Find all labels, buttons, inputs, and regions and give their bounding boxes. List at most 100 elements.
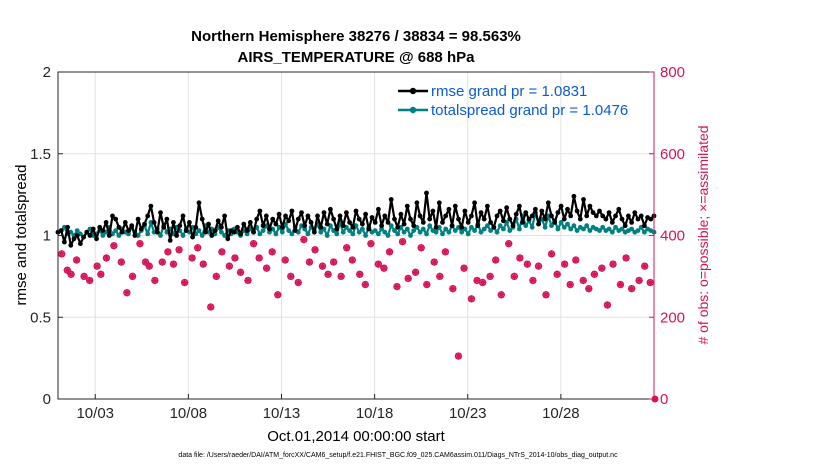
rmse-point	[545, 200, 551, 206]
y-tick-label: 0	[43, 391, 51, 408]
rmse-point	[584, 213, 590, 219]
totalspread-point	[180, 233, 186, 238]
totalspread-point	[584, 223, 590, 229]
rmse-point	[581, 197, 586, 202]
obs-assimilated-marker	[523, 260, 531, 268]
y-tick-label: 0.5	[30, 309, 51, 326]
rmse-point	[568, 213, 574, 219]
totalspread-point	[609, 229, 615, 235]
rmse-point	[292, 228, 298, 234]
x-tick-label: 10/18	[356, 405, 394, 422]
right-y-axis-ticks: 0 200 400 600 800	[649, 64, 685, 408]
rmse-point	[392, 216, 397, 222]
totalspread-point	[302, 226, 308, 232]
obs-assimilated-marker	[244, 276, 252, 285]
rmse-point	[411, 223, 417, 229]
rmse-point	[459, 224, 465, 230]
legend-totalspread-label: totalspread grand pr = 1.0476	[431, 102, 628, 119]
rmse-point	[113, 216, 119, 222]
rmse-point	[171, 220, 176, 225]
rmse-point	[632, 210, 638, 216]
obs-assimilated-marker	[287, 272, 295, 280]
totalspread-point	[488, 228, 493, 234]
rmse-point	[215, 218, 221, 224]
totalspread-point	[481, 226, 487, 232]
rmse-point	[430, 208, 436, 214]
rmse-point	[417, 213, 423, 219]
rmse-point	[638, 213, 644, 219]
rmse-point	[225, 236, 231, 242]
rmse-point	[536, 221, 541, 227]
x-tick-label: 10/13	[263, 405, 301, 422]
rmse-point	[561, 216, 567, 222]
rmse-point	[279, 224, 285, 230]
totalspread-point	[420, 226, 426, 232]
rmse-point	[443, 213, 449, 219]
rmse-point	[81, 234, 86, 240]
x-tick-label: 10/23	[449, 405, 487, 422]
rmse-point	[199, 216, 205, 222]
totalspread-point	[408, 233, 413, 238]
obs-assimilated-marker	[145, 262, 153, 270]
rmse-point	[84, 229, 90, 235]
totalspread-point	[642, 229, 647, 235]
obs-assimilated-marker	[398, 238, 407, 246]
rmse-point	[642, 223, 647, 229]
rmse-point	[174, 233, 180, 238]
obs-assimilated-marker	[318, 262, 327, 270]
totalspread-point	[286, 228, 292, 234]
obs-assimilated-marker	[324, 270, 332, 278]
rmse-point	[472, 200, 477, 206]
totalspread-point	[433, 229, 439, 235]
totalspread-point	[478, 229, 484, 235]
totalspread-point	[427, 223, 433, 229]
rmse-point	[58, 228, 64, 234]
obs-assimilated-marker	[404, 274, 412, 283]
rmse-point	[526, 216, 532, 222]
rmse-point	[183, 228, 189, 234]
rmse-point	[100, 228, 106, 234]
rmse-point	[446, 206, 452, 212]
obs-assimilated-marker	[566, 280, 574, 289]
rmse-point	[260, 223, 266, 229]
totalspread-point	[360, 226, 365, 232]
obs-assimilated-marker	[102, 254, 111, 262]
rmse-point	[110, 213, 115, 219]
rmse-point	[395, 224, 401, 230]
rmse-point	[603, 216, 609, 222]
rmse-point	[126, 228, 131, 234]
obs-assimilated-marker	[436, 272, 444, 280]
obs-assimilated-marker	[207, 303, 215, 311]
obs-assimilated-marker	[590, 270, 598, 278]
totalspread-point	[606, 226, 612, 232]
totalspread-point	[469, 224, 474, 230]
rmse-point	[87, 233, 93, 238]
obs-assimilated-marker	[374, 260, 382, 268]
rmse-point	[577, 216, 583, 222]
obs-assimilated-marker	[123, 289, 131, 297]
totalspread-point	[597, 228, 602, 234]
rmse-point	[533, 206, 538, 212]
obs-assimilated-marker	[97, 270, 105, 278]
rmse-point	[212, 228, 218, 234]
obs-assimilated-marker	[579, 276, 587, 285]
totalspread-point	[446, 229, 452, 235]
legend-rmse-marker	[409, 87, 417, 95]
y-axis-label: rmse and totalspread	[13, 165, 30, 306]
rmse-point	[520, 220, 525, 225]
obs-assimilated-marker	[598, 264, 606, 272]
totalspread-point	[318, 229, 324, 235]
obs-assimilated-marker	[300, 235, 308, 244]
rmse-point	[648, 216, 654, 222]
rmse-point	[103, 220, 109, 225]
rmse-point	[74, 233, 80, 238]
rmse-point	[62, 239, 67, 245]
rmse-point	[485, 203, 490, 209]
obs-assimilated-marker	[385, 248, 394, 256]
rmse-point	[90, 226, 96, 232]
totalspread-point	[363, 233, 368, 238]
rmse-point	[161, 224, 167, 230]
obs-assimilated-marker	[281, 256, 289, 264]
totalspread-point	[549, 223, 554, 229]
totalspread-point	[452, 228, 458, 234]
